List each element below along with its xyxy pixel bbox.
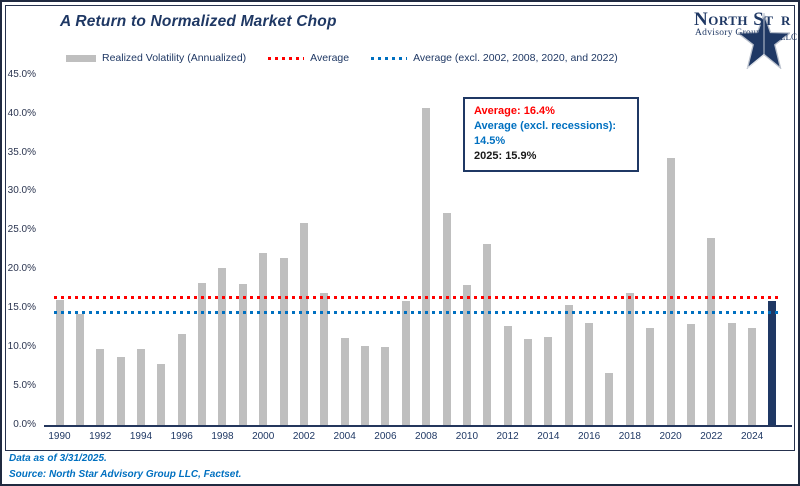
bar-2007 (401, 301, 410, 425)
bar-2000 (259, 252, 268, 425)
bar-1996 (177, 333, 186, 425)
x-axis-label: 2010 (455, 431, 479, 442)
x-axis-label: 2020 (659, 431, 682, 442)
x-axis-label: 2022 (700, 431, 723, 442)
bar-2005 (361, 345, 370, 425)
y-axis-label: 35.0% (7, 146, 36, 158)
bar-2003 (320, 292, 329, 425)
callout-average: Average: 16.4% (474, 105, 555, 117)
bar-2025 (768, 301, 777, 425)
average-reference-line (54, 295, 780, 299)
bar-2022 (707, 238, 716, 425)
average-excl-reference-line (54, 310, 780, 314)
x-axis-label: 2008 (415, 431, 438, 442)
source-note: Source: North Star Advisory Group LLC, F… (9, 469, 242, 480)
bar-1998 (218, 267, 227, 425)
legend-item-average: Average (268, 52, 349, 64)
x-axis-label: 2004 (333, 431, 356, 442)
blue-dotted-line-icon (371, 56, 408, 60)
legend: Realized Volatility (Annualized) Average… (66, 52, 618, 64)
legend-item-realized-volatility: Realized Volatility (Annualized) (66, 52, 246, 64)
y-axis-label: 40.0% (7, 107, 36, 119)
y-axis-label: 30.0% (7, 185, 36, 197)
y-axis-label: 0.0% (13, 419, 36, 430)
y-axis-label: 45.0% (7, 68, 36, 80)
x-axis-label: 2016 (577, 431, 601, 442)
y-axis-label: 5.0% (13, 380, 36, 392)
bar-1995 (157, 364, 166, 425)
y-axis-label: 25.0% (7, 224, 36, 236)
bar-2013 (524, 338, 532, 425)
x-axis-label: 1998 (211, 431, 234, 442)
bar-2004 (340, 337, 349, 425)
legend-label: Average (310, 52, 350, 64)
bar-2020 (666, 158, 675, 425)
bar-2019 (646, 327, 655, 425)
chart-title: A Return to Normalized Market Chop (60, 13, 337, 30)
star-icon (738, 13, 790, 69)
bar-2002 (299, 223, 308, 425)
bar-1992 (96, 349, 105, 425)
bar-2016 (585, 323, 594, 425)
callout-current-year: 2025: 15.9% (474, 150, 537, 162)
legend-label: Average (excl. 2002, 2008, 2020, and 202… (413, 52, 618, 64)
stats-callout: Average: 16.4% Average (excl. recessions… (463, 97, 639, 172)
bar-2023 (727, 323, 736, 425)
x-axis-label: 2018 (618, 431, 641, 442)
x-axis-label: 2002 (292, 431, 316, 442)
company-logo: North St r Advisory Group LLC (694, 7, 798, 69)
legend-label: Realized Volatility (Annualized) (102, 52, 247, 64)
bar-2010 (462, 284, 471, 425)
logo-name-text: North St (694, 9, 774, 30)
bar-1994 (136, 348, 145, 425)
y-axis-label: 10.0% (7, 341, 36, 353)
bar-2006 (381, 347, 390, 425)
x-axis-line (44, 425, 792, 427)
bar-2021 (686, 323, 695, 425)
logo-name-text-end: r (781, 9, 791, 30)
bar-swatch-icon (66, 54, 96, 62)
red-dotted-line-icon (268, 56, 305, 60)
logo-subtitle: Advisory Group (695, 28, 762, 38)
x-axis-label: 1990 (48, 431, 71, 442)
bar-2018 (625, 292, 634, 425)
x-axis-label: 1996 (170, 431, 193, 442)
x-axis-label: 2024 (740, 431, 764, 442)
legend-item-average-excl: Average (excl. 2002, 2008, 2020, and 202… (371, 52, 618, 64)
x-axis-label: 2012 (496, 431, 519, 442)
y-axis-label: 15.0% (7, 302, 36, 314)
callout-average-excl: Average (excl. recessions): 14.5% (474, 120, 617, 147)
bar-1990 (55, 300, 64, 425)
bar-1991 (75, 314, 84, 425)
footnotes: Data as of 3/31/2025. Source: North Star… (9, 453, 242, 484)
bar-2024 (748, 327, 757, 425)
bar-1993 (116, 357, 125, 425)
bar-2001 (279, 258, 288, 425)
bar-2012 (503, 326, 512, 425)
y-axis-label: 20.0% (7, 263, 36, 275)
bar-2008 (422, 108, 431, 425)
x-axis-label: 2006 (374, 431, 397, 442)
bar-1999 (238, 284, 247, 425)
bar-2009 (442, 213, 451, 425)
x-axis-label: 2000 (252, 431, 275, 442)
x-axis-label: 1994 (129, 431, 153, 442)
bar-2015 (564, 305, 573, 425)
bar-2014 (544, 337, 553, 425)
logo-llc-label: LLC (780, 32, 797, 42)
x-axis-label: 1992 (89, 431, 112, 442)
bar-1997 (198, 283, 207, 425)
bar-2011 (483, 244, 492, 425)
bar-2017 (605, 372, 614, 425)
x-axis-label: 2014 (537, 431, 560, 442)
data-as-of-note: Data as of 3/31/2025. (9, 453, 107, 464)
